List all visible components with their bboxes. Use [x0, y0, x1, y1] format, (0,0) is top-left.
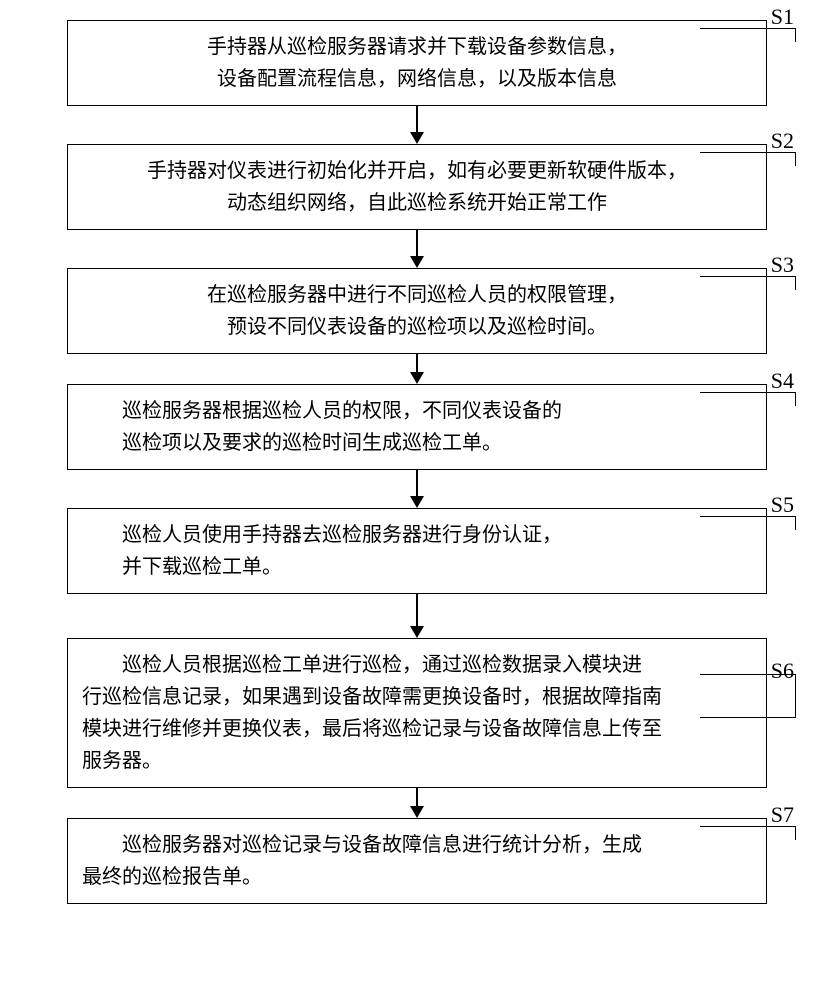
- step-box-s7: 巡检服务器对巡检记录与设备故障信息进行统计分析，生成 最终的巡检报告单。: [67, 818, 767, 904]
- connector-s3-s4: [67, 354, 767, 384]
- step-box-s6: 巡检人员根据巡检工单进行巡检，通过巡检数据录入模块进 行巡检信息记录，如果遇到设…: [67, 638, 767, 788]
- flowchart-container: S1 手持器从巡检服务器请求并下载设备参数信息， 设备配置流程信息，网络信息，以…: [0, 20, 834, 904]
- arrow-head-6: [410, 806, 424, 818]
- connector-s4-s5: [67, 470, 767, 508]
- step-text-s6-line2: 行巡检信息记录，如果遇到设备故障需更换设备时，根据故障指南: [82, 681, 752, 713]
- step-box-s4: 巡检服务器根据巡检人员的权限，不同仪表设备的 巡检项以及要求的巡检时间生成巡检工…: [67, 384, 767, 470]
- arrow-head-3: [410, 372, 424, 384]
- step-text-s5-line2: 并下载巡检工单。: [82, 551, 752, 583]
- bracket-s7: [700, 826, 796, 840]
- step-text-s6-line1: 巡检人员根据巡检工单进行巡检，通过巡检数据录入模块进: [82, 649, 752, 681]
- step-box-s2: 手持器对仪表进行初始化并开启，如有必要更新软硬件版本， 动态组织网络，自此巡检系…: [67, 144, 767, 230]
- step-text-s1-line1: 手持器从巡检服务器请求并下载设备参数信息，: [82, 31, 752, 63]
- step-text-s3-line2: 预设不同仪表设备的巡检项以及巡检时间。: [82, 311, 752, 343]
- connector-s1-s2: [67, 106, 767, 144]
- arrow-head-4: [410, 496, 424, 508]
- step-text-s6-line4: 服务器。: [82, 745, 752, 777]
- step-label-s1: S1: [771, 4, 794, 30]
- arrow-head-1: [410, 132, 424, 144]
- bracket-s4: [700, 392, 796, 406]
- step-label-s3: S3: [771, 252, 794, 278]
- step-text-s4-line2: 巡检项以及要求的巡检时间生成巡检工单。: [82, 427, 752, 459]
- step-text-s6-line3: 模块进行维修并更换仪表，最后将巡检记录与设备故障信息上传至: [82, 713, 752, 745]
- step-row-s4: S4 巡检服务器根据巡检人员的权限，不同仪表设备的 巡检项以及要求的巡检时间生成…: [0, 384, 834, 470]
- step-row-s5: S5 巡检人员使用手持器去巡检服务器进行身份认证， 并下载巡检工单。: [0, 508, 834, 594]
- step-row-s7: S7 巡检服务器对巡检记录与设备故障信息进行统计分析，生成 最终的巡检报告单。: [0, 818, 834, 904]
- step-text-s3-line1: 在巡检服务器中进行不同巡检人员的权限管理，: [82, 279, 752, 311]
- step-label-s7: S7: [771, 802, 794, 828]
- step-row-s1: S1 手持器从巡检服务器请求并下载设备参数信息， 设备配置流程信息，网络信息，以…: [0, 20, 834, 106]
- arrow-head-2: [410, 256, 424, 268]
- step-text-s2-line2: 动态组织网络，自此巡检系统开始正常工作: [82, 187, 752, 219]
- arrow-head-5: [410, 626, 424, 638]
- step-text-s4-line1: 巡检服务器根据巡检人员的权限，不同仪表设备的: [82, 395, 752, 427]
- step-row-s3: S3 在巡检服务器中进行不同巡检人员的权限管理， 预设不同仪表设备的巡检项以及巡…: [0, 268, 834, 354]
- step-label-s5: S5: [771, 492, 794, 518]
- step-text-s2-line1: 手持器对仪表进行初始化并开启，如有必要更新软硬件版本，: [82, 155, 752, 187]
- connector-s5-s6: [67, 594, 767, 638]
- bracket-s3: [700, 276, 796, 290]
- step-box-s3: 在巡检服务器中进行不同巡检人员的权限管理， 预设不同仪表设备的巡检项以及巡检时间…: [67, 268, 767, 354]
- step-text-s5-line1: 巡检人员使用手持器去巡检服务器进行身份认证，: [82, 519, 752, 551]
- bracket-s2: [700, 152, 796, 166]
- step-box-s5: 巡检人员使用手持器去巡检服务器进行身份认证， 并下载巡检工单。: [67, 508, 767, 594]
- connector-s2-s3: [67, 230, 767, 268]
- bracket-s1: [700, 28, 796, 42]
- step-box-s1: 手持器从巡检服务器请求并下载设备参数信息， 设备配置流程信息，网络信息，以及版本…: [67, 20, 767, 106]
- bracket-s6-top: [700, 674, 796, 696]
- step-label-s2: S2: [771, 128, 794, 154]
- bracket-s6-bottom: [700, 696, 796, 718]
- step-text-s1-line2: 设备配置流程信息，网络信息，以及版本信息: [82, 63, 752, 95]
- step-row-s6: S6 巡检人员根据巡检工单进行巡检，通过巡检数据录入模块进 行巡检信息记录，如果…: [0, 638, 834, 788]
- step-label-s4: S4: [771, 368, 794, 394]
- arrow-line-5: [416, 594, 418, 630]
- bracket-s5: [700, 516, 796, 530]
- step-text-s7-line2: 最终的巡检报告单。: [82, 861, 752, 893]
- step-row-s2: S2 手持器对仪表进行初始化并开启，如有必要更新软硬件版本， 动态组织网络，自此…: [0, 144, 834, 230]
- step-text-s7-line1: 巡检服务器对巡检记录与设备故障信息进行统计分析，生成: [82, 829, 752, 861]
- connector-s6-s7: [67, 788, 767, 818]
